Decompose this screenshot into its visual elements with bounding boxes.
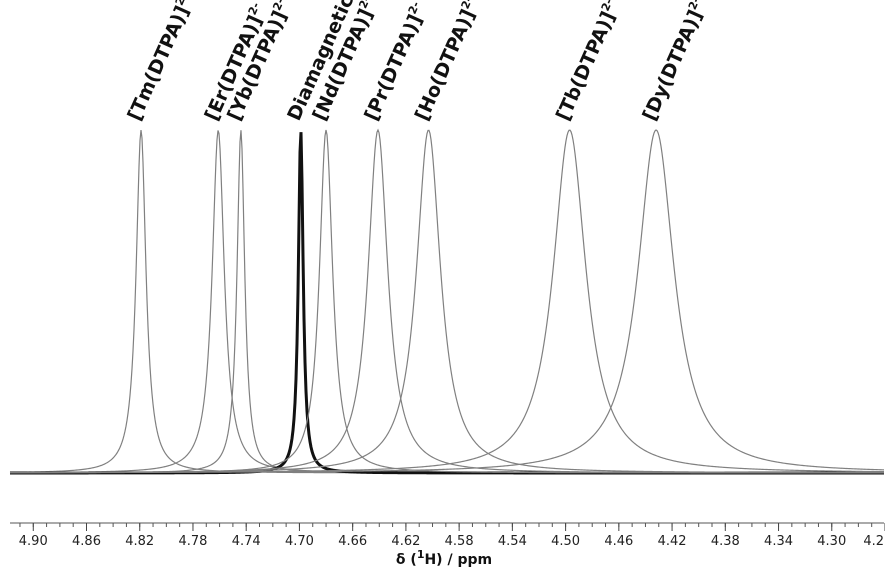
peak-curve-8 <box>10 129 885 474</box>
peak-curve-6 <box>10 129 885 474</box>
tick-label: 4.50 <box>551 534 580 549</box>
tick-label: 4.38 <box>711 534 740 549</box>
peak-curve-3 <box>9 132 884 475</box>
tick-label: 4.46 <box>604 534 633 549</box>
tick-label: 4.58 <box>445 534 474 549</box>
tick-label: 4.78 <box>178 534 207 549</box>
peak-curve-7 <box>10 129 885 474</box>
tick-label: 4.70 <box>285 534 314 549</box>
tick-label: 4.90 <box>19 534 48 549</box>
tick-label: 4.2 <box>863 534 884 549</box>
peak-curve-2 <box>10 130 884 474</box>
peak-labels: [Tm(DTPA)]2-[Er(DTPA)]2-[Yb(DTPA)]2-Diam… <box>123 0 712 124</box>
peak-curve-5 <box>9 128 884 474</box>
peak-curve-1 <box>9 130 884 474</box>
peak-curve-0 <box>9 129 884 474</box>
tick-label: 4.86 <box>72 534 101 549</box>
tick-label: 4.74 <box>232 534 261 549</box>
peak-label-7: [Tb(DTPA)]2- <box>551 0 625 124</box>
tick-label: 4.82 <box>125 534 154 549</box>
tick-label: 4.62 <box>391 534 420 549</box>
x-axis-ticks: 4.90 4.86 4.82 4.78 4.74 4.70 4.66 4.62 4.58 4.54… <box>19 523 885 549</box>
tick-label: 4.54 <box>498 534 527 549</box>
tick-label: 4.66 <box>338 534 367 549</box>
tick-label: 4.34 <box>764 534 793 549</box>
peak-curve-4 <box>10 129 884 474</box>
tick-label: 4.42 <box>658 534 687 549</box>
tick-label: 4.30 <box>817 534 846 549</box>
x-axis-title: δ (1H) / ppm <box>396 548 492 567</box>
peak-label-0: [Tm(DTPA)]2- <box>123 0 199 124</box>
peak-label-8: [Dy(DTPA)]2- <box>638 0 712 124</box>
peak-curves <box>9 128 885 475</box>
